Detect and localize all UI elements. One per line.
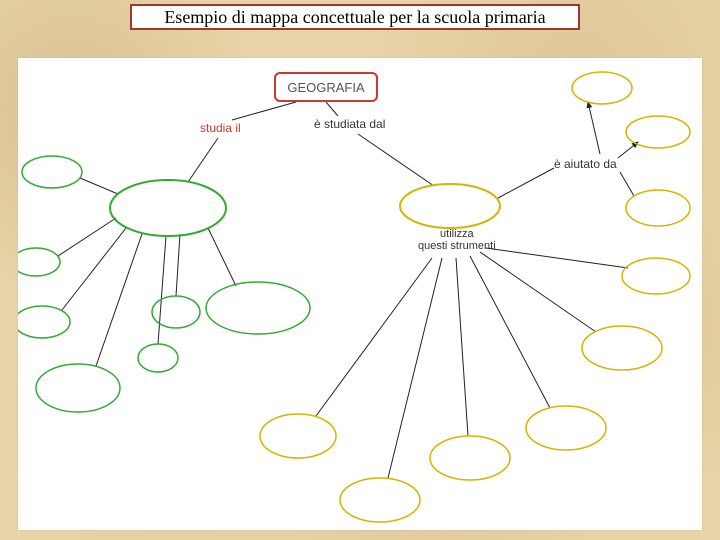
edge-label-el-aiutato: è aiutato da bbox=[554, 158, 617, 171]
edge-line bbox=[62, 228, 126, 310]
edge-line bbox=[96, 234, 142, 366]
page-title-text: Esempio di mappa concettuale per la scuo… bbox=[164, 7, 545, 28]
concept-node-g-d bbox=[36, 364, 120, 412]
edge-line bbox=[58, 218, 116, 256]
concept-node-y-a bbox=[572, 72, 632, 104]
edge-line bbox=[388, 258, 442, 478]
concept-node-g-a bbox=[22, 156, 82, 188]
concept-node-g-e bbox=[138, 344, 178, 372]
concept-node-y-hub bbox=[400, 184, 500, 228]
root-node-label: GEOGRAFIA bbox=[287, 80, 364, 95]
concept-node-y-c bbox=[626, 190, 690, 226]
edge-line bbox=[456, 258, 468, 436]
page-title: Esempio di mappa concettuale per la scuo… bbox=[130, 4, 580, 30]
edge-line bbox=[498, 168, 554, 198]
concept-map-canvas: GEOGRAFIA studia il è studiata dal è aiuta… bbox=[18, 58, 702, 530]
concept-node-g-f bbox=[152, 296, 200, 328]
concept-node-y-t3 bbox=[430, 436, 510, 480]
edge-line bbox=[618, 142, 638, 158]
edge-line bbox=[486, 248, 628, 268]
edge-line bbox=[208, 228, 236, 286]
root-node-geografia: GEOGRAFIA bbox=[274, 72, 378, 102]
concept-node-g-g bbox=[206, 282, 310, 334]
concept-node-g-hub bbox=[110, 180, 226, 236]
edge-line bbox=[176, 234, 180, 296]
concept-node-y-t5 bbox=[582, 326, 662, 370]
edge-line bbox=[326, 102, 338, 116]
edge-line bbox=[358, 134, 434, 186]
concept-node-y-b bbox=[626, 116, 690, 148]
edge-label-el-studiata: è studiata dal bbox=[314, 118, 385, 131]
concept-node-y-t2 bbox=[340, 478, 420, 522]
concept-node-y-t1 bbox=[260, 414, 336, 458]
edge-line bbox=[480, 252, 596, 332]
concept-node-g-b bbox=[18, 248, 60, 276]
edge-line bbox=[158, 236, 166, 344]
edge-line bbox=[316, 258, 432, 416]
page-background: Esempio di mappa concettuale per la scuo… bbox=[0, 0, 720, 540]
edge-line bbox=[470, 256, 550, 408]
edge-line bbox=[80, 178, 118, 194]
edge-line bbox=[232, 102, 296, 120]
edge-label-el-utilizza: utilizza questi strumenti bbox=[418, 228, 496, 252]
edge-line bbox=[588, 102, 600, 154]
concept-node-y-t6 bbox=[622, 258, 690, 294]
edge-line bbox=[188, 138, 218, 182]
edge-line bbox=[620, 172, 634, 196]
concept-node-y-t4 bbox=[526, 406, 606, 450]
concept-node-g-c bbox=[18, 306, 70, 338]
edge-label-el-studia: studia il bbox=[200, 122, 241, 135]
